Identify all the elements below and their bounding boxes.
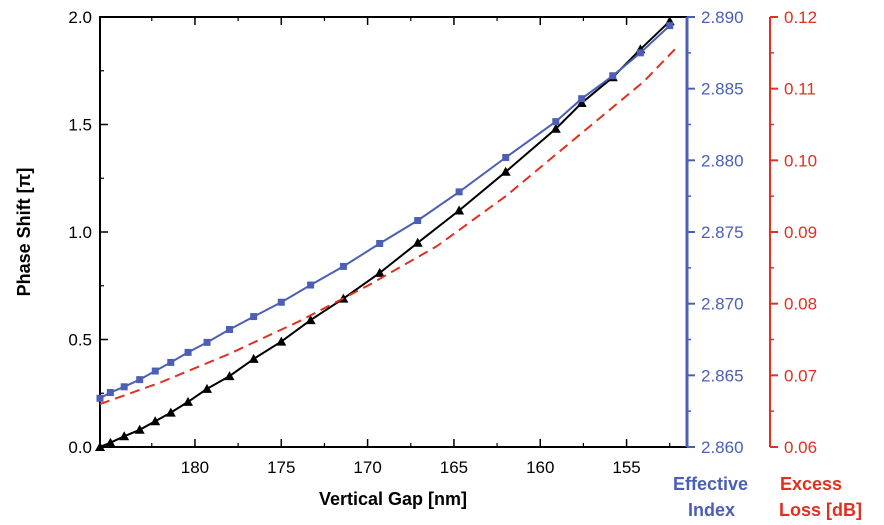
effective-index-point	[578, 95, 586, 103]
y-tick-label: 0.5	[68, 331, 92, 350]
phase-shift-point	[412, 237, 423, 247]
effective-index-point	[609, 72, 617, 80]
effective-index-point	[277, 298, 285, 306]
effective-index-point	[96, 394, 104, 402]
phase-shift-point	[305, 315, 316, 325]
effective-index-line	[100, 24, 671, 400]
y2-tick-label: 2.880	[701, 151, 744, 170]
phase-shift-point	[95, 442, 105, 451]
y3-axis-title-line1: Excess	[780, 474, 842, 494]
phase-shift-point	[374, 267, 385, 277]
effective-index-point	[167, 358, 175, 366]
phase-shift-point	[500, 166, 511, 176]
x-axis-title: Vertical Gap [nm]	[319, 489, 467, 509]
y3-tick-label: 0.10	[784, 151, 817, 170]
x-tick-label: 165	[440, 458, 468, 477]
x-tick-label: 170	[353, 458, 381, 477]
x-tick-label: 155	[612, 458, 640, 477]
y2-tick-label: 2.865	[701, 366, 744, 385]
effective-index-point	[455, 188, 463, 196]
effective-index-point	[225, 325, 233, 333]
y2-tick-label: 2.870	[701, 295, 744, 314]
effective-index-point	[307, 281, 315, 289]
phase-shift-point	[576, 98, 587, 107]
effective-index-point	[636, 49, 644, 57]
effective-index-point	[106, 389, 114, 397]
plot-frame	[99, 16, 688, 448]
phase-shift-point	[134, 424, 145, 434]
effective-index-point	[552, 118, 560, 126]
effective-index-point	[376, 239, 384, 247]
effective-index-point	[666, 22, 674, 30]
phase-shift-point	[202, 383, 212, 393]
y3-tick-label: 0.08	[784, 295, 817, 314]
effective-index-point	[339, 262, 347, 270]
effective-index-point	[184, 348, 192, 356]
effective-index-point	[136, 376, 144, 384]
phase-shift-line	[100, 20, 671, 447]
ticks-layer: 180 175 170 165 160 155 0.0 0.5 1.0 1.5 2.0 2.860 2.…	[68, 8, 817, 477]
y3-tick-label: 0.09	[784, 223, 817, 242]
effective-index-point	[120, 383, 128, 391]
effective-index-point	[250, 313, 258, 321]
y-tick-label: 1.0	[68, 223, 92, 242]
effective-index-point	[151, 367, 159, 375]
phase-shift-point	[276, 336, 287, 346]
y2-tick-label: 2.875	[701, 223, 744, 242]
y3-tick-label: 0.07	[784, 366, 817, 385]
y2-tick-label: 2.885	[701, 80, 744, 99]
x-tick-label: 180	[181, 458, 209, 477]
y2-axis-title-line1: Effective	[673, 474, 748, 494]
phase-shift-point	[165, 407, 176, 417]
y2-tick-label: 2.860	[701, 438, 744, 457]
phase-shift-point	[224, 371, 235, 381]
phase-shift-point	[454, 205, 465, 215]
phase-shift-point	[183, 396, 193, 406]
phase-shift-point	[550, 123, 561, 133]
y-tick-label: 1.5	[68, 116, 92, 135]
excess-loss-line	[100, 45, 680, 405]
phase-shift-point	[150, 416, 161, 426]
y-tick-label: 0.0	[68, 438, 92, 457]
series-layer	[95, 16, 680, 451]
y3-tick-label: 0.06	[784, 438, 817, 457]
effective-index-point	[414, 217, 422, 225]
effective-index-point	[502, 153, 510, 161]
y-axis-title: Phase Shift [π]	[14, 168, 34, 297]
phase-shift-point	[248, 353, 259, 363]
effective-index-point	[203, 338, 211, 346]
y3-tick-label: 0.11	[784, 80, 816, 99]
phase-shift-point	[119, 431, 130, 441]
y3-tick-label: 0.12	[784, 8, 817, 27]
x-tick-label: 175	[267, 458, 295, 477]
y3-axis-title-line2: Loss [dB]	[779, 500, 862, 520]
y-tick-label: 2.0	[68, 8, 92, 27]
x-tick-label: 160	[526, 458, 554, 477]
y2-axis-title-line2: Index	[688, 500, 735, 520]
y2-tick-label: 2.890	[701, 8, 744, 27]
phase-shift-point	[105, 437, 116, 447]
